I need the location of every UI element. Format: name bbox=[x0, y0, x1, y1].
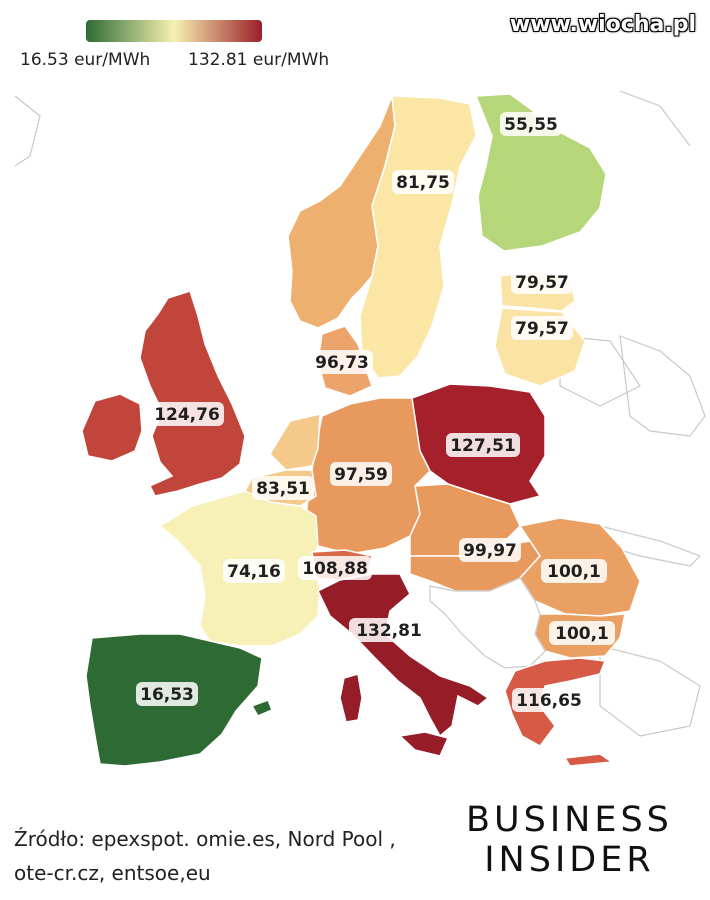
label-latvia: 79,57 bbox=[511, 270, 573, 294]
label-hungary: 99,97 bbox=[459, 538, 521, 562]
region-balkans bbox=[429, 577, 546, 669]
region-sicily bbox=[398, 731, 450, 757]
region-balearic bbox=[250, 699, 273, 717]
legend-gradient-bar bbox=[86, 20, 262, 42]
region-crete bbox=[563, 753, 615, 767]
europe-map: 55,55 81,75 79,57 79,57 96,73 124,76 127… bbox=[14, 90, 706, 767]
label-greece: 116,65 bbox=[512, 688, 586, 712]
region-great-britain bbox=[139, 290, 246, 497]
svg-text:83,51: 83,51 bbox=[256, 479, 310, 499]
label-sweden: 81,75 bbox=[392, 170, 454, 194]
svg-text:97,59: 97,59 bbox=[334, 465, 388, 485]
svg-text:127,51: 127,51 bbox=[450, 436, 516, 456]
svg-text:79,57: 79,57 bbox=[515, 273, 569, 293]
source-line-2: ote-cr.cz, entsoe,eu bbox=[14, 861, 211, 885]
logo-line-2: INSIDER bbox=[484, 840, 655, 880]
svg-text:100,1: 100,1 bbox=[555, 624, 609, 644]
label-france: 74,16 bbox=[223, 559, 285, 583]
svg-text:116,65: 116,65 bbox=[516, 691, 582, 711]
svg-text:132,81: 132,81 bbox=[356, 621, 422, 641]
label-romania: 100,1 bbox=[541, 559, 607, 583]
watermark: www.wiocha.pl bbox=[509, 12, 696, 37]
legend-max-label: 132.81 eur/MWh bbox=[188, 50, 330, 70]
label-lithuania: 79,57 bbox=[511, 316, 573, 340]
svg-text:55,55: 55,55 bbox=[504, 115, 558, 135]
label-switzerland: 108,88 bbox=[298, 556, 372, 580]
label-great-britain: 124,76 bbox=[150, 402, 224, 426]
region-italy bbox=[317, 573, 490, 738]
source-text: Źródło: epexspot. omie.es, Nord Pool , o… bbox=[14, 822, 396, 890]
svg-text:79,57: 79,57 bbox=[515, 319, 569, 339]
svg-text:124,76: 124,76 bbox=[154, 405, 220, 425]
svg-text:96,73: 96,73 bbox=[315, 353, 369, 373]
svg-text:100,1: 100,1 bbox=[547, 562, 601, 582]
legend-min-label: 16.53 eur/MWh bbox=[20, 50, 151, 70]
svg-text:16,53: 16,53 bbox=[140, 685, 194, 705]
label-bulgaria: 100,1 bbox=[549, 621, 615, 645]
region-ireland bbox=[81, 393, 143, 462]
region-sweden bbox=[359, 95, 477, 379]
business-insider-logo: BUSINESS INSIDER bbox=[466, 800, 673, 880]
value-labels: 55,55 81,75 79,57 79,57 96,73 124,76 127… bbox=[136, 112, 615, 712]
label-finland: 55,55 bbox=[500, 112, 562, 136]
svg-text:108,88: 108,88 bbox=[302, 559, 368, 579]
label-spain: 16,53 bbox=[136, 682, 198, 706]
label-poland: 127,51 bbox=[446, 433, 520, 457]
region-sardinia bbox=[339, 673, 363, 723]
svg-text:74,16: 74,16 bbox=[227, 562, 281, 582]
logo-line-1: BUSINESS bbox=[466, 800, 673, 840]
svg-text:99,97: 99,97 bbox=[463, 541, 517, 561]
label-germany: 97,59 bbox=[330, 462, 392, 486]
label-italy: 132,81 bbox=[349, 618, 429, 642]
label-denmark: 96,73 bbox=[311, 350, 373, 374]
source-line-1: Źródło: epexspot. omie.es, Nord Pool , bbox=[14, 827, 396, 851]
region-netherlands bbox=[269, 413, 321, 471]
label-belgium: 83,51 bbox=[252, 476, 314, 500]
svg-text:81,75: 81,75 bbox=[396, 173, 450, 193]
